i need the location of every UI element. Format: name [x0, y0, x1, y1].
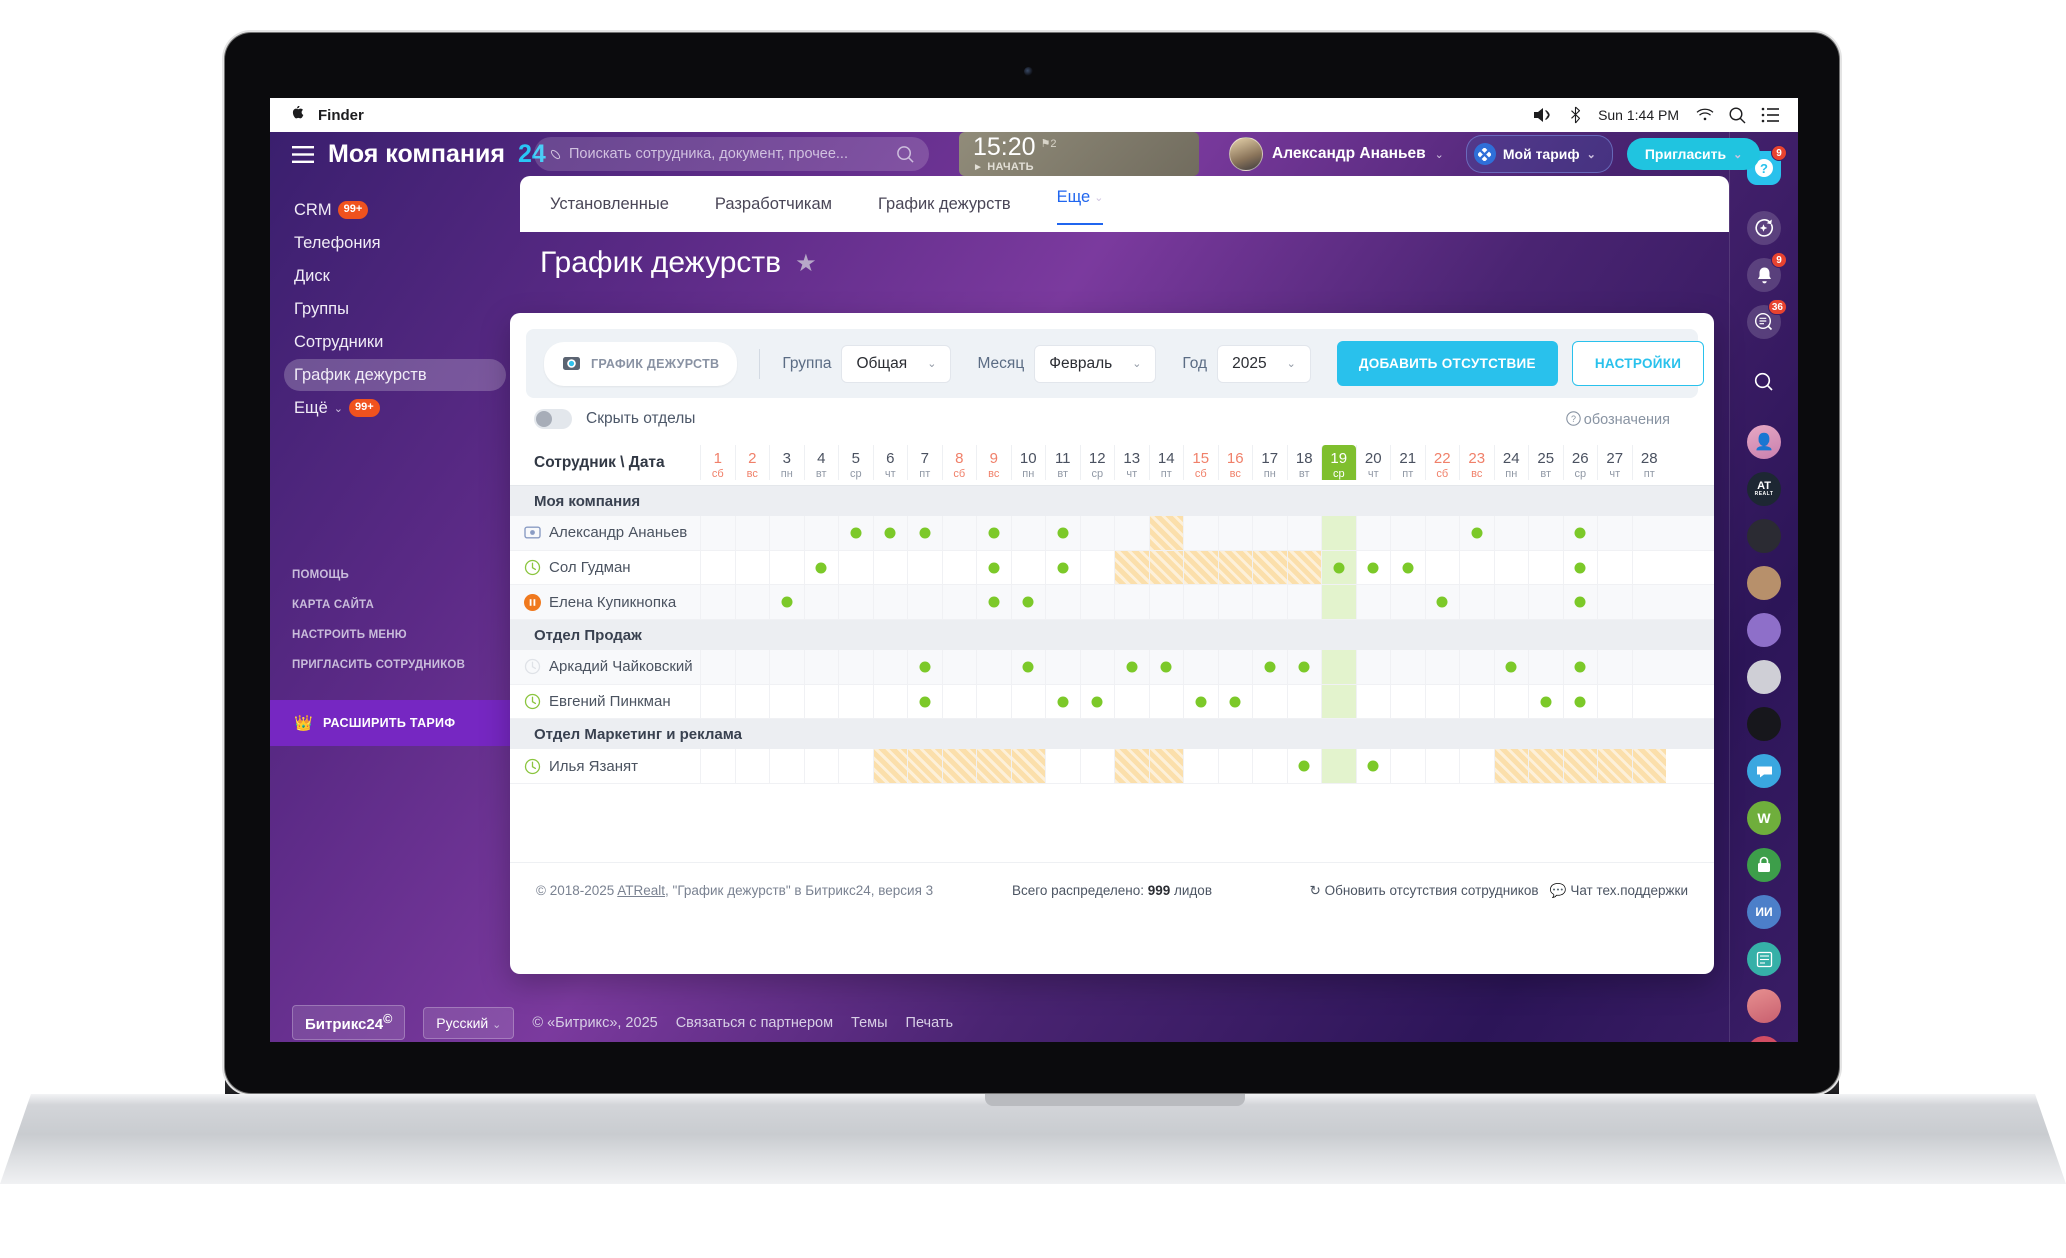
svg-text:?: ?	[1571, 414, 1576, 424]
